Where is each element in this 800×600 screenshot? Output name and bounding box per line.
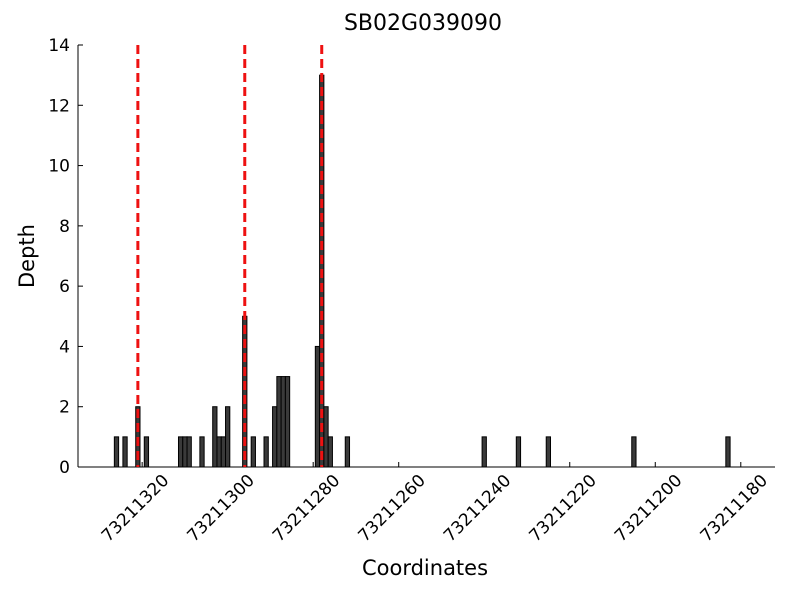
x-axis-label: Coordinates	[362, 556, 488, 580]
y-tick-label: 10	[48, 157, 70, 177]
bar	[250, 436, 256, 468]
bar	[272, 406, 278, 468]
chart-title: SB02G039090	[344, 11, 502, 36]
y-tick-label: 6	[59, 277, 70, 297]
bar	[314, 345, 321, 468]
bar	[199, 436, 205, 468]
bar	[284, 376, 291, 468]
bar	[122, 436, 128, 468]
x-tick-label: 73211180	[697, 471, 772, 546]
bar	[212, 406, 218, 468]
bar	[631, 436, 637, 468]
bar	[545, 436, 552, 468]
y-tick-label: 14	[48, 36, 70, 56]
bar	[225, 406, 231, 468]
bar	[725, 436, 731, 468]
y-tick-label: 12	[48, 96, 70, 116]
bar	[177, 436, 184, 468]
bar	[280, 376, 286, 468]
bar	[143, 436, 150, 468]
y-tick-label: 4	[59, 337, 70, 357]
bar	[344, 436, 351, 468]
bar	[327, 436, 333, 468]
x-tick-label: 73211300	[183, 471, 258, 546]
bar	[323, 406, 329, 468]
bar	[216, 436, 222, 468]
bar	[220, 436, 227, 468]
bar	[276, 376, 282, 468]
y-tick-label: 0	[59, 458, 70, 478]
y-axis-label: Depth	[15, 224, 39, 288]
bar	[113, 436, 120, 468]
bar	[186, 436, 192, 468]
bar	[515, 436, 522, 468]
x-tick-label: 73211200	[611, 471, 686, 546]
bar	[481, 436, 487, 468]
x-tick-label: 73211280	[269, 471, 344, 546]
y-tick-label: 2	[59, 398, 70, 418]
x-tick-label: 73211260	[355, 471, 430, 546]
x-tick-label: 73211320	[98, 471, 173, 546]
bar	[182, 436, 188, 468]
y-tick-label: 8	[59, 217, 70, 237]
x-tick-label: 73211240	[440, 471, 515, 546]
bar	[263, 436, 269, 468]
x-tick-label: 73211220	[526, 471, 601, 546]
